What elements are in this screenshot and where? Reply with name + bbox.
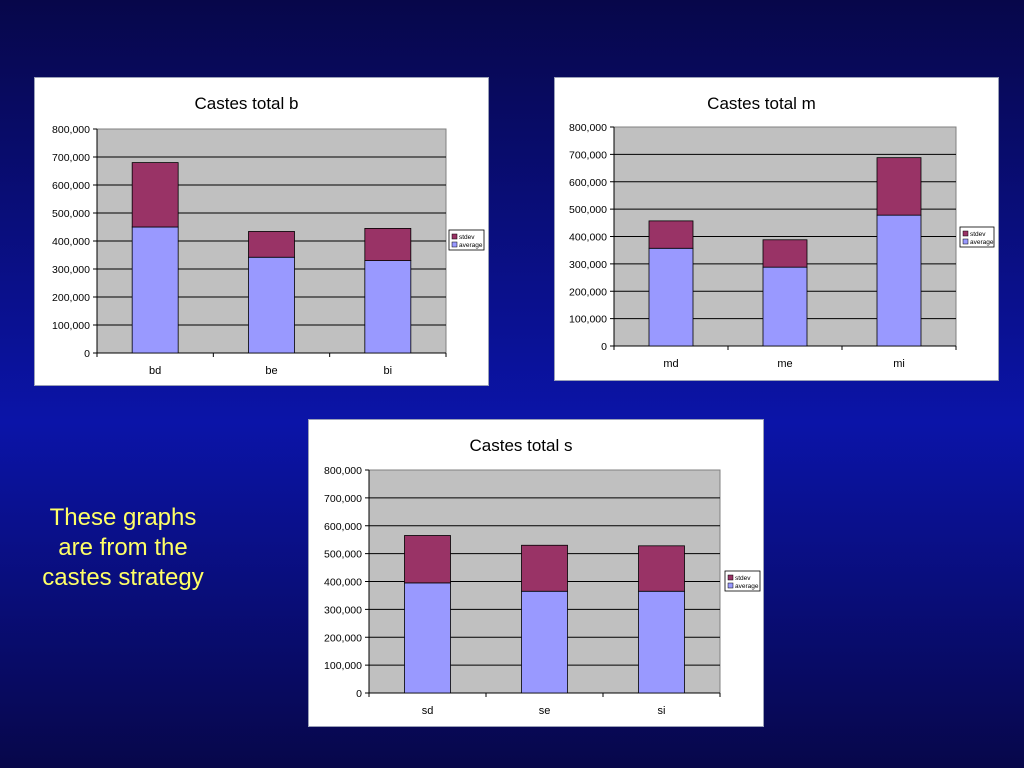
y-tick-label: 300,000 xyxy=(324,604,362,616)
bar-stdev-me xyxy=(762,239,808,268)
y-tick-label: 800,000 xyxy=(569,122,607,134)
legend-swatch-stdev xyxy=(727,574,734,581)
bar-average-sd xyxy=(404,582,451,694)
caption-text: These graphs are from the castes strateg… xyxy=(42,504,204,591)
legend-label-stdev: stdev xyxy=(970,231,986,238)
x-tick-label: se xyxy=(539,705,551,717)
legend-label-stdev: stdev xyxy=(735,575,751,582)
x-tick-label: me xyxy=(777,358,792,370)
y-tick-label: 800,000 xyxy=(324,465,362,477)
x-tick-label: bi xyxy=(384,365,393,377)
y-tick-label: 100,000 xyxy=(324,660,362,672)
bar-stdev-sd xyxy=(404,535,451,584)
legend-label-average: average xyxy=(459,242,483,249)
bar-stdev-mi xyxy=(876,157,922,216)
bar-average-md xyxy=(648,247,694,347)
y-tick-label: 600,000 xyxy=(324,521,362,533)
x-tick-label: md xyxy=(663,358,678,370)
y-tick-label: 700,000 xyxy=(324,493,362,505)
y-tick-label: 200,000 xyxy=(569,286,607,298)
y-tick-label: 400,000 xyxy=(569,232,607,244)
bar-stdev-md xyxy=(648,220,694,249)
y-tick-label: 300,000 xyxy=(569,259,607,271)
chart-title: Castes total s xyxy=(470,436,573,455)
bar-average-mi xyxy=(876,214,922,347)
y-tick-label: 200,000 xyxy=(52,292,90,304)
bar-average-bd xyxy=(131,226,179,354)
chart-castes-total-m: Castes total m 0 100,000 200,000 300,000 400,… xyxy=(554,77,999,381)
bar-average-bi xyxy=(364,260,412,354)
legend-swatch-average xyxy=(962,238,969,245)
y-tick-label: 200,000 xyxy=(324,632,362,644)
bar-average-me xyxy=(762,266,808,347)
x-tick-label: be xyxy=(265,365,277,377)
legend-box xyxy=(448,229,485,251)
x-tick-label: sd xyxy=(422,705,434,717)
bar-stdev-si xyxy=(638,545,685,592)
y-tick-label: 400,000 xyxy=(52,236,90,248)
x-tick-label: bd xyxy=(149,365,161,377)
y-tick-label: 400,000 xyxy=(324,577,362,589)
y-tick-label: 0 xyxy=(356,688,362,700)
legend-box xyxy=(724,570,761,592)
chart-svg-b: Castes total b 0 100,000 200,000 300,000 400,… xyxy=(52,94,485,377)
bar-stdev-bd xyxy=(131,162,179,228)
x-tick-label: mi xyxy=(893,358,905,370)
y-tick-label: 500,000 xyxy=(569,204,607,216)
y-tick-label: 600,000 xyxy=(52,180,90,192)
legend-box xyxy=(959,226,995,248)
bar-stdev-se xyxy=(521,544,568,592)
bar-average-be xyxy=(248,256,295,354)
bar-average-si xyxy=(638,590,685,694)
chart-castes-total-b: Castes total b 0 100,000 200,000 300,000 400,… xyxy=(34,77,489,386)
legend-swatch-stdev xyxy=(962,230,969,237)
bar-stdev-be xyxy=(248,231,295,258)
bar-stdev-bi xyxy=(364,227,412,261)
legend-label-average: average xyxy=(735,583,759,590)
chart-svg-s: Castes total s 0 100,000 200,000 300,000 400,… xyxy=(324,436,761,717)
y-tick-label: 700,000 xyxy=(52,152,90,164)
chart-castes-total-s: Castes total s 0 100,000 200,000 300,000 400,… xyxy=(308,419,764,727)
x-tick-label: si xyxy=(658,705,666,717)
y-tick-label: 700,000 xyxy=(569,149,607,161)
legend-swatch-average xyxy=(727,582,734,589)
legend-label-stdev: stdev xyxy=(459,234,475,241)
chart-title: Castes total m xyxy=(707,94,816,113)
y-tick-label: 0 xyxy=(84,348,90,360)
chart-svg-m: Castes total m 0 100,000 200,000 300,000 400,… xyxy=(569,94,995,370)
y-tick-label: 100,000 xyxy=(569,314,607,326)
legend-swatch-average xyxy=(451,241,458,248)
bar-average-se xyxy=(521,590,568,694)
legend-swatch-stdev xyxy=(451,233,458,240)
y-tick-label: 500,000 xyxy=(52,208,90,220)
legend-label-average: average xyxy=(970,239,994,246)
y-tick-label: 500,000 xyxy=(324,549,362,561)
y-tick-label: 600,000 xyxy=(569,177,607,189)
y-tick-label: 300,000 xyxy=(52,264,90,276)
y-tick-label: 800,000 xyxy=(52,124,90,136)
chart-title: Castes total b xyxy=(195,94,299,113)
y-tick-label: 100,000 xyxy=(52,320,90,332)
y-tick-label: 0 xyxy=(601,341,607,353)
